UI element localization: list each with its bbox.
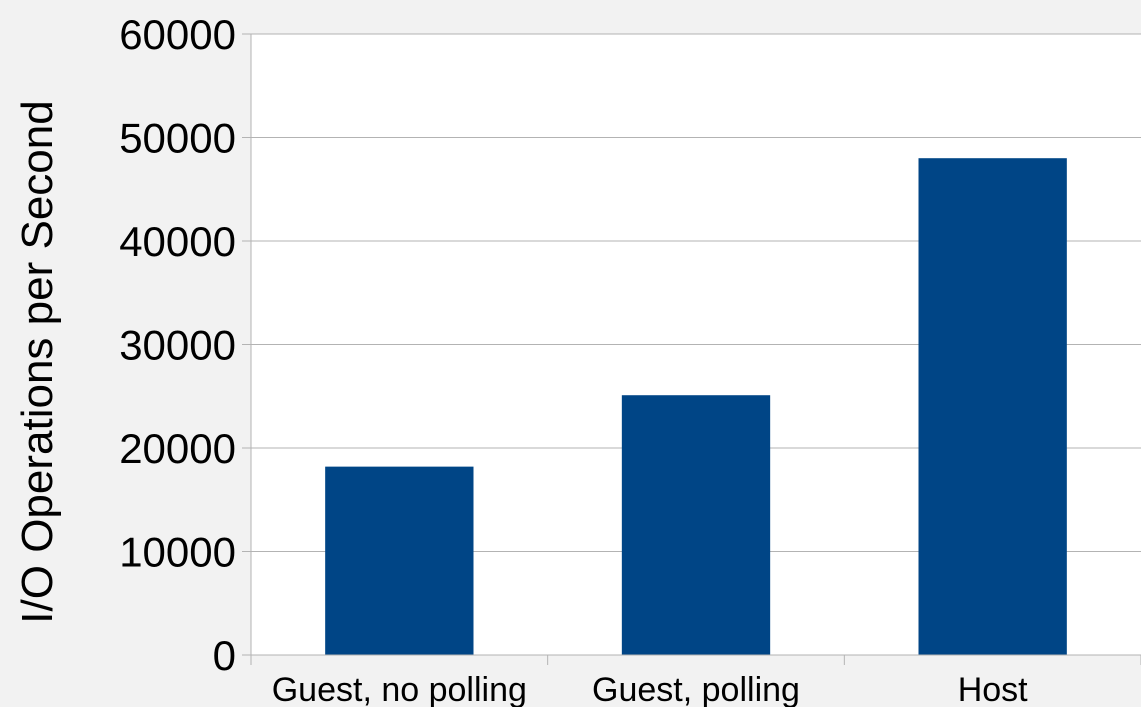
y-axis-title: I/O Operations per Second	[13, 100, 62, 623]
bar	[621, 395, 771, 655]
y-tick-label: 60000	[119, 11, 236, 58]
y-tick-labels: 0 10000 20000 30000 40000 50000 60000	[119, 11, 236, 679]
bars	[325, 158, 1067, 655]
y-tick-label: 20000	[119, 425, 236, 472]
x-category-label: Host	[958, 671, 1028, 707]
y-tick-label: 40000	[119, 218, 236, 265]
x-category-labels: Guest, no polling Guest, polling Host	[272, 671, 1028, 707]
y-tick-label: 10000	[119, 529, 236, 576]
bar	[918, 158, 1067, 655]
y-tick-label: 30000	[119, 322, 236, 369]
axes	[250, 34, 1141, 665]
bar	[325, 466, 474, 655]
x-category-label: Guest, polling	[592, 671, 800, 707]
y-tick-label: 50000	[119, 115, 236, 162]
y-tick-label: 0	[213, 632, 236, 679]
x-category-label: Guest, no polling	[272, 671, 527, 707]
